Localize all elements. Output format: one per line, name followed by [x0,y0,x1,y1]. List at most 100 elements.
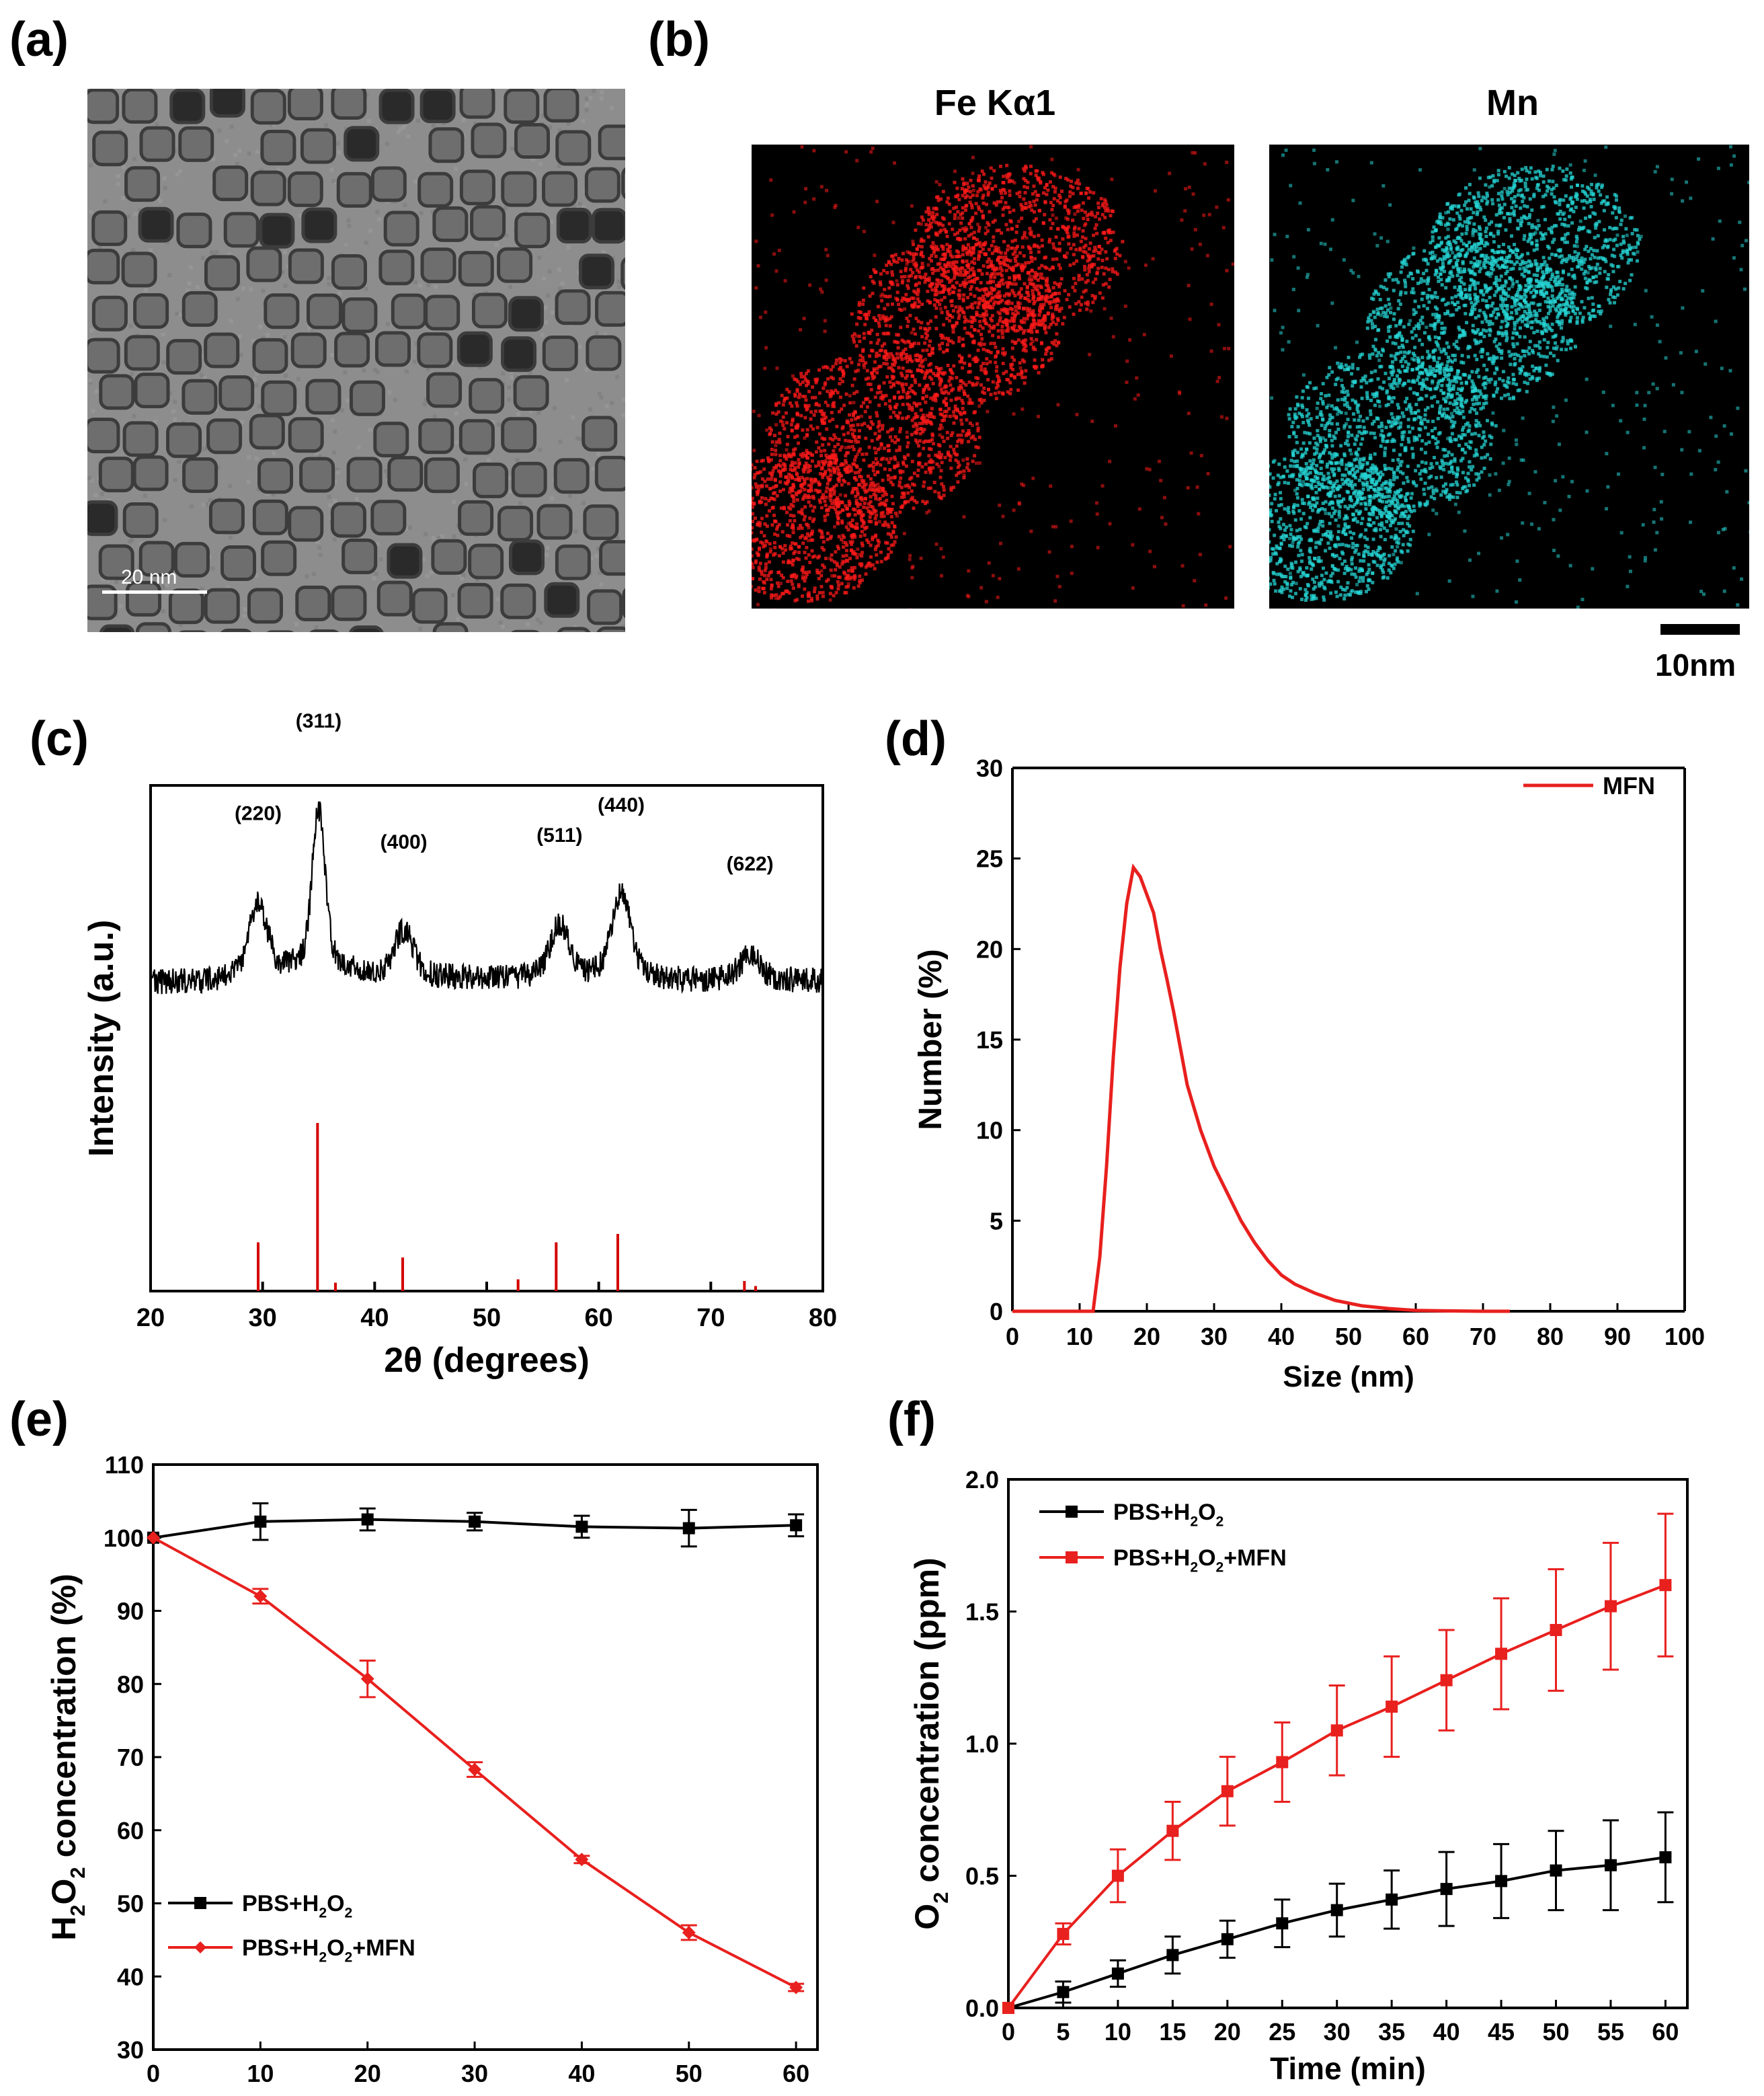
map-dot [961,194,965,198]
map-dot [954,397,958,401]
map-dot [791,531,795,535]
tem-particle [387,456,424,492]
tem-noise [283,283,288,288]
map-dot [961,227,965,231]
map-dot [961,253,965,257]
map-dot [889,514,893,518]
map-dot [867,377,871,381]
map-dot [752,505,754,509]
map-dot [1077,274,1081,278]
map-dot [863,410,867,414]
tem-noise [545,553,549,557]
map-dot [994,360,998,364]
map-dot [873,473,877,477]
map-dot [921,414,925,418]
tem-noise [91,409,95,414]
map-dot [885,511,889,515]
tem-noise [258,324,263,329]
map-dot [875,463,879,467]
map-dot [812,479,816,483]
map-dot [834,436,838,440]
map-dot [792,210,796,214]
map-dot [846,582,850,586]
map-dot [822,412,826,416]
map-dot [774,449,778,453]
tem-noise [547,269,552,274]
map-dot [799,523,803,527]
map-dot [912,327,916,332]
map-dot [996,322,1000,326]
map-dot [1104,208,1108,212]
map-dot [1098,291,1102,295]
map-dot [888,468,892,472]
map-dot [1049,352,1053,356]
map-dot [1061,237,1065,241]
map-dot [998,577,1002,581]
map-dot [1043,315,1047,319]
map-dot [965,457,969,461]
map-dot [928,223,932,227]
map-dot [1054,305,1058,309]
tem-noise [610,401,614,405]
map-dot [785,421,789,425]
map-dot [766,456,770,460]
map-dot [1067,293,1071,297]
map-dot [758,470,762,474]
map-dot [823,518,827,522]
map-dot [802,470,806,474]
map-dot [1031,346,1035,350]
map-dot [814,450,818,454]
map-dot [967,401,971,405]
map-dot [1063,255,1067,259]
map-dot [838,510,842,514]
map-dot [1019,202,1023,206]
map-dot [998,300,1002,304]
map-dot [959,357,963,361]
map-dot [884,323,888,327]
tem-noise [200,586,204,591]
map-dot [953,451,957,455]
map-dot [1023,231,1027,235]
map-dot [881,316,885,320]
map-dot [752,526,754,530]
map-dot [774,465,778,469]
map-dot [899,355,904,359]
map-dot [850,534,854,538]
map-dot [932,395,936,399]
map-dot [792,514,796,518]
map-dot [1077,203,1081,207]
map-dot [951,387,955,391]
map-dot [949,253,953,257]
map-dot [902,455,906,459]
tem-nanoparticles [87,89,625,632]
map-dot [922,484,926,488]
map-dot [754,485,758,489]
map-dot [928,301,932,305]
tem-noise [133,212,138,217]
map-dot [1002,294,1006,298]
map-dot [1010,346,1014,350]
map-dot [896,438,900,442]
map-dot [906,483,910,488]
map-dot [891,362,895,366]
map-dot [993,249,997,253]
map-dot [981,390,985,394]
map-dot [1012,358,1016,362]
map-dot [1092,254,1096,258]
tem-noise [377,217,382,222]
map-dot [1005,176,1009,180]
map-dot [871,563,875,567]
map-dot [871,505,875,509]
map-dot [797,551,801,555]
map-dot [832,449,836,453]
map-dot [905,369,909,373]
map-dot [1188,317,1192,321]
map-dot [979,280,983,284]
map-dot [1051,293,1055,297]
map-dot [862,401,866,405]
map-dot [1095,512,1099,516]
map-dot [846,431,850,435]
map-dot [864,497,868,501]
map-dot [910,204,914,208]
map-dot [887,449,891,453]
